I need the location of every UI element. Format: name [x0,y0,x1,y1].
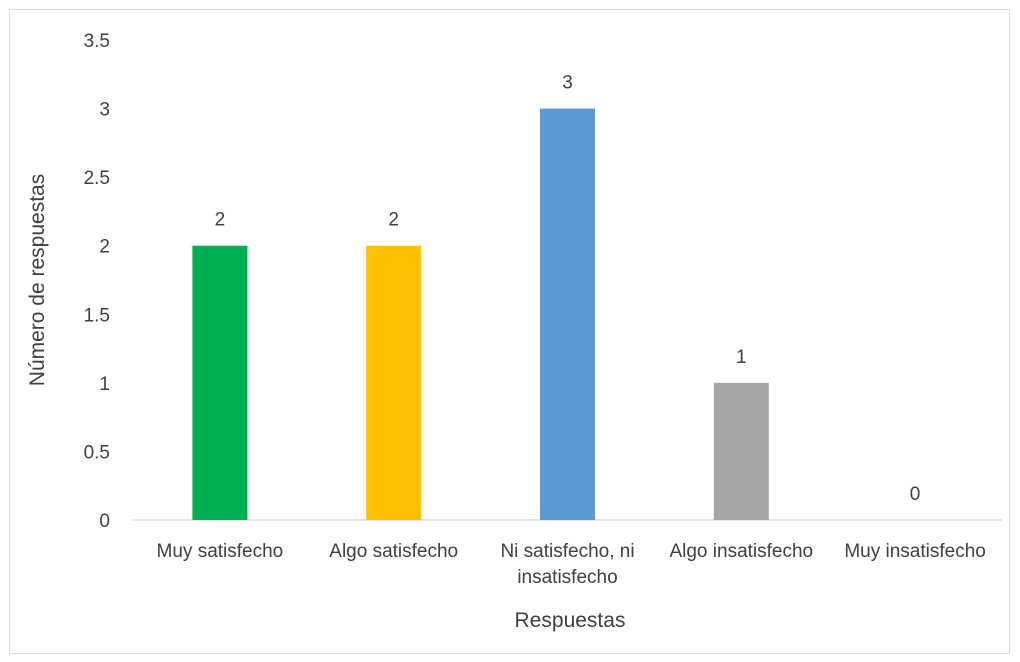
data-label: 2 [215,210,226,231]
y-tick-label: 2.5 [84,168,110,189]
y-axis-title: Número de respuestas [26,174,49,386]
x-tick-label: insatisfecho [517,567,617,588]
y-tick-label: 1.5 [84,305,110,326]
x-tick-label: Algo insatisfecho [669,541,813,562]
y-tick-label: 3 [99,100,110,121]
bar [192,245,248,520]
bars-group [192,108,769,521]
x-tick-label: Ni satisfecho, ni [500,541,634,562]
x-tick-label: Algo satisfecho [329,541,458,562]
data-labels-group: 2 2 3 1 0 [215,73,921,505]
y-tick-label: 2 [99,237,110,258]
data-label: 1 [736,347,747,368]
x-tick-label: Muy satisfecho [157,541,284,562]
y-tick-label: 3.5 [84,31,110,52]
y-tick-label: 1 [99,374,110,395]
data-label: 3 [562,73,573,94]
data-label: 0 [910,484,921,505]
data-label: 2 [388,210,399,231]
bar [540,108,595,521]
x-tick-label: Muy insatisfecho [844,541,986,562]
x-axis-title: Respuestas [515,609,626,632]
y-tick-label: 0 [99,511,110,532]
bar [713,382,769,520]
y-axis-ticks: 0 0.5 1 1.5 2 2.5 3 3.5 [84,31,110,532]
category-labels-group: Muy satisfecho Algo satisfecho Ni satisfec… [157,541,986,588]
chart-area [9,9,1010,654]
bar [366,245,422,520]
y-tick-label: 0.5 [84,442,110,463]
